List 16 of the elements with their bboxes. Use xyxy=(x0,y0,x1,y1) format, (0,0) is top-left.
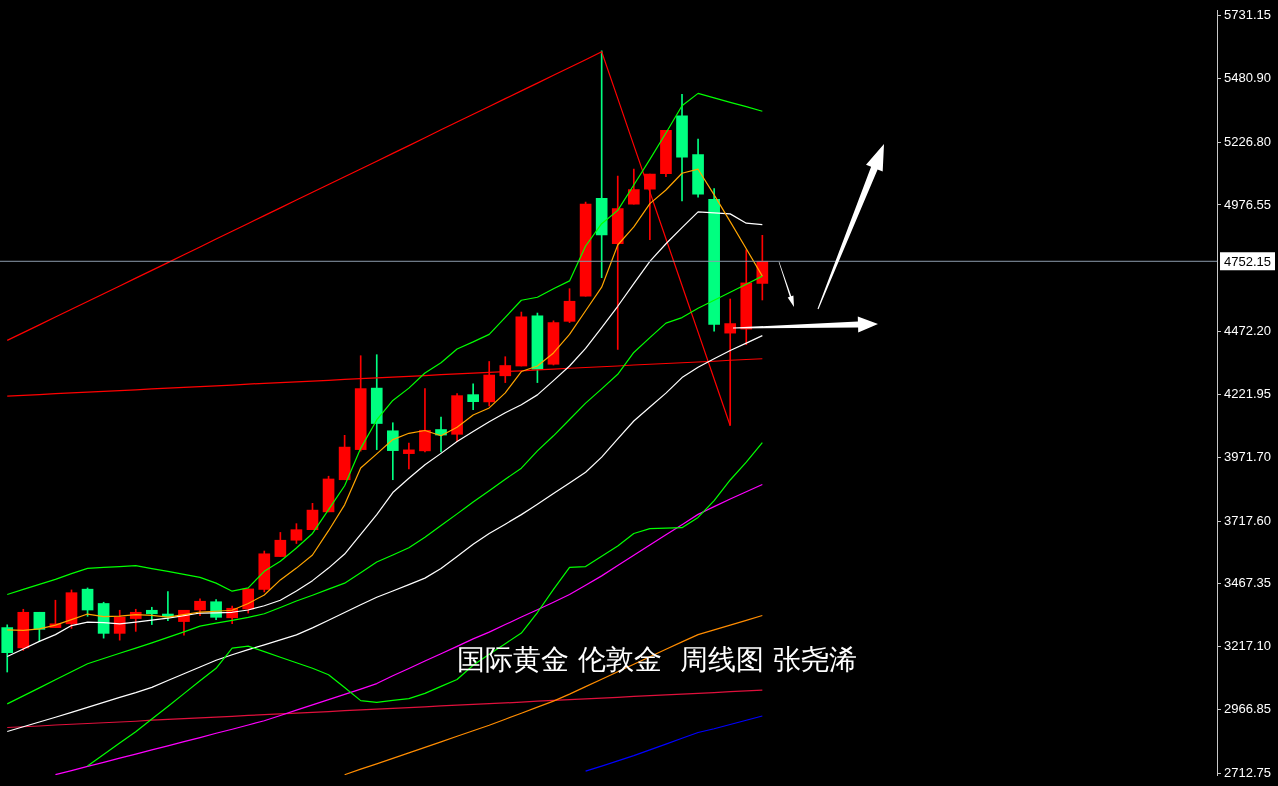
candlestick xyxy=(595,50,608,278)
y-tick-label: 3217.10 xyxy=(1224,638,1272,654)
ref-line-label: 4752.15 xyxy=(1224,253,1272,269)
y-tick-label: 5226.80 xyxy=(1224,133,1272,149)
y-tick-label: 4221.95 xyxy=(1224,385,1272,401)
y-tick-label: 5480.90 xyxy=(1224,69,1272,85)
y-tick-label: 4976.55 xyxy=(1224,196,1272,212)
y-tick-label: 2712.75 xyxy=(1224,764,1272,780)
y-tick-label: 5731.15 xyxy=(1224,7,1272,23)
candlestick xyxy=(403,442,415,470)
y-tick-label: 2966.85 xyxy=(1224,701,1272,717)
y-tick-label: 3467.35 xyxy=(1224,575,1272,591)
y-tick-label: 3717.60 xyxy=(1224,512,1272,528)
y-tick-label: 3971.70 xyxy=(1224,448,1272,464)
y-tick-label: 4472.20 xyxy=(1224,323,1272,339)
candlestick xyxy=(611,175,624,350)
